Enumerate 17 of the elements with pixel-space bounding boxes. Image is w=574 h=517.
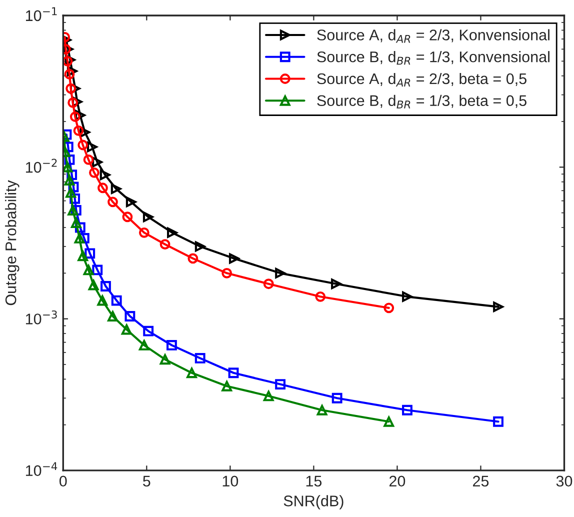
x-tick-label: 30 xyxy=(556,476,572,487)
y-tick-label: 10$^{−2}$ xyxy=(26,158,57,173)
x-tick-label: 25 xyxy=(473,476,489,487)
legend-label: Source B, d$_{BR}$ = 1/3, beta = 0,5 xyxy=(317,94,526,108)
legend-label: Source A, d$_{AR}$ = 2/3, Konvensional xyxy=(317,29,550,43)
x-tick-label: 10 xyxy=(222,476,238,487)
y-tick-label: 10$^{−3}$ xyxy=(26,310,57,324)
x-tick-label: 0 xyxy=(59,476,67,487)
x-tick-label: 20 xyxy=(389,476,406,487)
x-axis-title: SNR(dB) xyxy=(284,495,344,510)
y-axis-title: Outage Probability xyxy=(5,180,20,306)
y-tick-label: 10$^{−4}$ xyxy=(26,462,58,476)
legend-label: Source A, d$_{AR}$ = 2/3, beta = 0,5 xyxy=(317,72,526,87)
x-tick-label: 5 xyxy=(143,476,150,487)
y-tick-label: 10$^{−1}$ xyxy=(26,7,57,22)
x-tick-label: 15 xyxy=(306,476,322,487)
legend-label: Source B, d$_{BR}$ = 1/3, Konvensional xyxy=(317,51,550,65)
